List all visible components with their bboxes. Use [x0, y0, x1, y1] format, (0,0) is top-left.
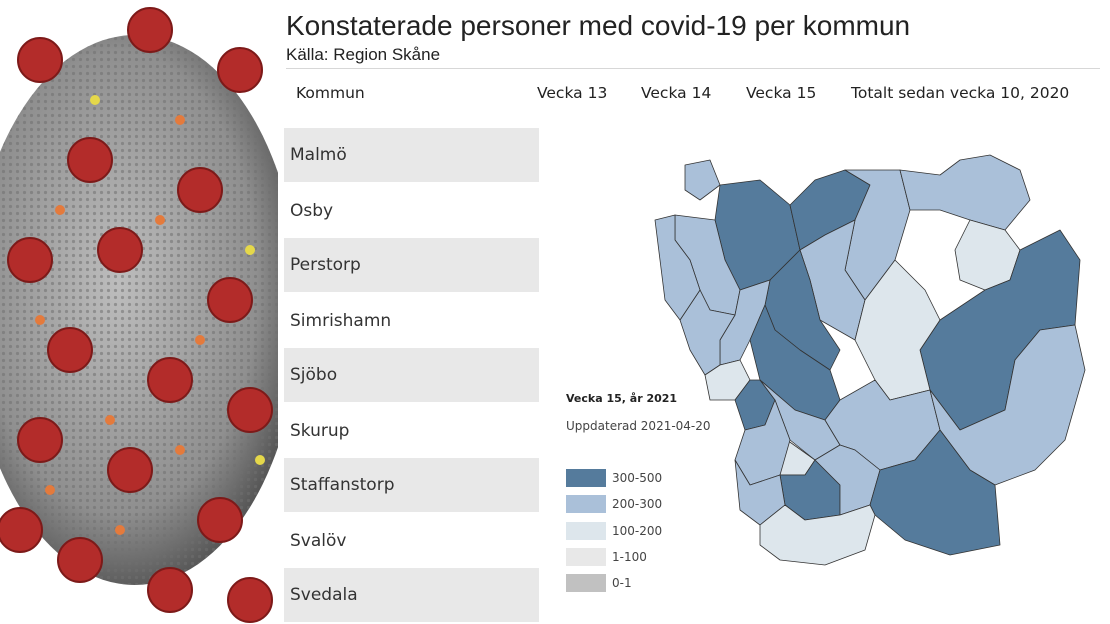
municipality-row[interactable]: Svedala	[284, 568, 539, 623]
spike-protein	[147, 357, 193, 403]
envelope-protein	[105, 415, 115, 425]
legend-item: 1-100	[566, 548, 647, 566]
spike-protein	[147, 567, 193, 613]
map-region[interactable]	[759, 504, 876, 566]
envelope-protein	[55, 205, 65, 215]
legend-item: 300-500	[566, 469, 662, 487]
envelope-protein	[115, 525, 125, 535]
municipality-name: Sjöbo	[290, 365, 338, 385]
envelope-protein	[175, 115, 185, 125]
envelope-protein	[175, 445, 185, 455]
municipality-name: Svedala	[290, 585, 358, 605]
legend-swatch	[566, 495, 606, 513]
map-region[interactable]	[854, 259, 941, 401]
map-region[interactable]	[654, 214, 701, 321]
municipality-row[interactable]: Osby	[284, 183, 539, 238]
envelope-protein	[35, 315, 45, 325]
spike-protein	[0, 507, 43, 553]
choropleth-map	[654, 154, 1086, 566]
spike-protein	[17, 417, 63, 463]
spike-protein	[47, 327, 93, 373]
column-header-totalt[interactable]: Totalt sedan vecka 10, 2020	[851, 84, 1070, 102]
legend-label: 100-200	[612, 524, 663, 538]
legend-item: 100-200	[566, 522, 662, 540]
legend-swatch	[566, 574, 606, 592]
municipality-row[interactable]: Simrishamn	[284, 293, 539, 348]
coronavirus-image	[0, 0, 278, 624]
column-header-vecka-15[interactable]: Vecka 15	[746, 84, 817, 102]
map-region[interactable]	[899, 154, 1031, 231]
legend-label: 200-300	[612, 497, 663, 511]
municipality-row[interactable]: Malmö	[284, 128, 539, 183]
municipality-name: Malmö	[290, 145, 347, 165]
spike-protein	[217, 47, 263, 93]
municipality-name: Osby	[290, 200, 334, 221]
column-header-vecka-13[interactable]: Vecka 13	[537, 84, 608, 102]
legend-item: 0-1	[566, 574, 632, 592]
legend-updated: Uppdaterad 2021-04-20	[566, 419, 711, 433]
legend-label: 0-1	[612, 576, 632, 590]
envelope-protein	[195, 335, 205, 345]
legend-swatch	[566, 469, 606, 487]
spike-protein	[177, 167, 223, 213]
envelope-protein	[45, 485, 55, 495]
spike-protein	[207, 277, 253, 323]
municipality-row[interactable]: Sjöbo	[284, 348, 539, 403]
municipality-name: Simrishamn	[290, 310, 392, 331]
municipality-name: Skurup	[290, 420, 350, 441]
spike-protein	[97, 227, 143, 273]
municipality-row[interactable]: Skurup	[284, 403, 539, 458]
spike-protein	[57, 537, 103, 583]
page-title: Konstaterade personer med covid-19 per k…	[286, 10, 911, 41]
legend-label: 300-500	[612, 471, 663, 485]
legend-title: Vecka 15, år 2021	[566, 392, 678, 405]
spike-protein	[17, 37, 63, 83]
header-divider	[286, 68, 1100, 69]
legend-swatch	[566, 548, 606, 566]
spike-protein	[227, 577, 273, 623]
column-header-kommun[interactable]: Kommun	[296, 84, 365, 102]
envelope-protein	[245, 245, 255, 255]
spike-protein	[67, 137, 113, 183]
legend-label: 1-100	[612, 550, 647, 564]
source-label: Källa: Region Skåne	[286, 45, 441, 64]
spike-protein	[197, 497, 243, 543]
envelope-protein	[90, 95, 100, 105]
spike-protein	[227, 387, 273, 433]
municipality-row[interactable]: Svalöv	[284, 513, 539, 568]
map-region[interactable]	[684, 159, 721, 201]
envelope-protein	[255, 455, 265, 465]
spike-protein	[127, 7, 173, 53]
municipality-list: Malmö Osby Perstorp Simrishamn Sjöbo Sku…	[284, 128, 539, 623]
column-header-vecka-14[interactable]: Vecka 14	[641, 84, 712, 102]
legend-swatch	[566, 522, 606, 540]
municipality-row[interactable]: Perstorp	[284, 238, 539, 293]
spike-protein	[7, 237, 53, 283]
spike-protein	[107, 447, 153, 493]
municipality-name: Staffanstorp	[290, 475, 395, 495]
municipality-name: Svalöv	[290, 530, 347, 551]
envelope-protein	[155, 215, 165, 225]
municipality-name: Perstorp	[290, 255, 361, 275]
municipality-row[interactable]: Staffanstorp	[284, 458, 539, 513]
legend-item: 200-300	[566, 495, 662, 513]
